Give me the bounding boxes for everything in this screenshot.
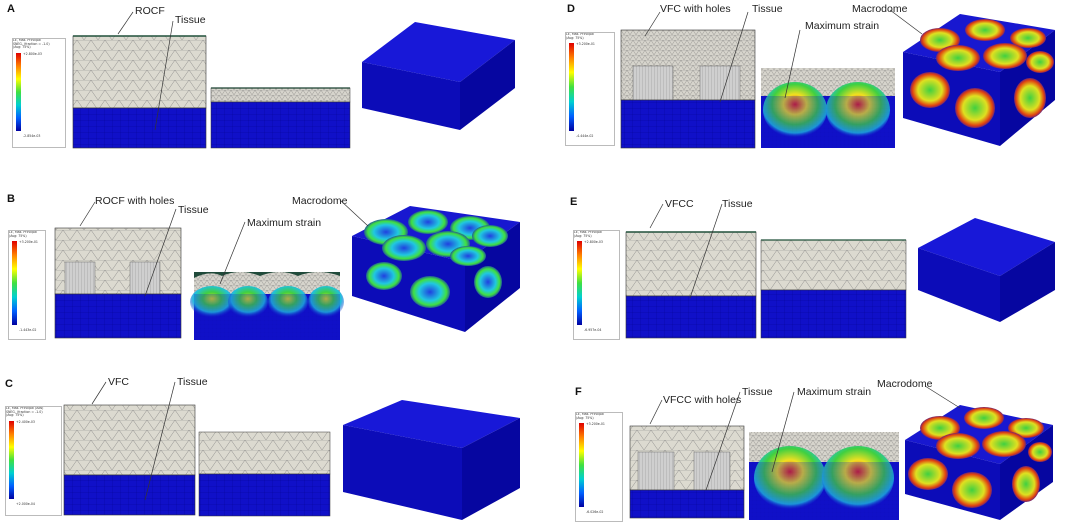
panel-b: B ROCF with holes Tissue Maximum strain … bbox=[0, 190, 530, 350]
panel-label: F bbox=[575, 386, 582, 398]
callout-coating: VFC bbox=[108, 376, 129, 388]
callout-tissue: Tissue bbox=[752, 3, 783, 15]
callout-coating: VFC with holes bbox=[660, 3, 731, 15]
callout-tissue: Tissue bbox=[178, 204, 209, 216]
callout-maximum-strain: Maximum strain bbox=[247, 217, 322, 229]
legend-max: +2.800e-03 bbox=[23, 52, 42, 56]
panel-label: E bbox=[570, 196, 578, 208]
strain-legend: LE, Max. Principal SNEG, (fraction = -1.… bbox=[12, 38, 66, 148]
panel-c: C VFC Tissue LE, Max. Principal (Abs) SN… bbox=[0, 368, 530, 527]
callout-maximum-strain: Maximum strain bbox=[805, 20, 880, 32]
legend-max: +2.800e-03 bbox=[584, 240, 603, 244]
legend-max: +2.400e-03 bbox=[16, 420, 35, 424]
callout-tissue: Tissue bbox=[175, 14, 206, 26]
color-bar bbox=[569, 43, 574, 131]
callout-macrodome: Macrodome bbox=[852, 3, 908, 15]
legend-max: +3.200e-01 bbox=[19, 240, 38, 244]
panel-d: D VFC with holes Tissue Maximum strain M… bbox=[535, 0, 1065, 165]
strain-legend: LE, Max. Principal (Avg: 75%) +3.200e-01… bbox=[575, 412, 623, 522]
panel-label: D bbox=[567, 3, 575, 15]
legend-min: -2.854e-03 bbox=[23, 134, 41, 138]
panel-e: E VFCC Tissue LE, Max. Principal (Avg: 7… bbox=[535, 190, 1065, 350]
color-bar bbox=[9, 421, 14, 499]
color-bar bbox=[577, 241, 582, 325]
color-bar bbox=[16, 53, 21, 131]
callout-coating: VFCC bbox=[665, 198, 694, 210]
legend-min: -6.026e-02 bbox=[586, 510, 604, 514]
legend-max: +3.200e-01 bbox=[586, 422, 605, 426]
strain-legend: LE, Max. Principal (Avg: 75%) +3.200e-01… bbox=[565, 32, 615, 146]
callout-tissue: Tissue bbox=[177, 376, 208, 388]
color-bar bbox=[12, 241, 17, 325]
panel-f: F VFCC with holes Tissue Maximum strain … bbox=[535, 368, 1065, 527]
color-bar bbox=[579, 423, 584, 507]
callout-macrodome: Macrodome bbox=[292, 195, 348, 207]
callout-maximum-strain: Maximum strain bbox=[797, 386, 872, 398]
legend-min: -4.444e-02 bbox=[576, 134, 594, 138]
legend-min: +2.000e-04 bbox=[16, 502, 35, 506]
panel-a: A ROCF Tissue LE, Max. Principal SNEG, (… bbox=[0, 0, 530, 165]
callout-coating: VFCC with holes bbox=[663, 394, 742, 406]
legend-min: -6.957e-04 bbox=[584, 328, 602, 332]
strain-legend: LE, Max. Principal (Avg: 75%) +3.200e-01… bbox=[8, 230, 46, 340]
legend-min: -1.443e-02 bbox=[19, 328, 37, 332]
callout-macrodome: Macrodome bbox=[877, 378, 933, 390]
panel-label: C bbox=[5, 378, 13, 390]
callout-tissue: Tissue bbox=[742, 386, 773, 398]
legend-max: +3.200e-01 bbox=[576, 42, 595, 46]
panel-label: A bbox=[7, 3, 15, 15]
panel-label: B bbox=[7, 193, 15, 205]
strain-legend: LE, Max. Principal (Avg: 75%) +2.800e-03… bbox=[573, 230, 620, 340]
callout-coating: ROCF bbox=[135, 5, 165, 17]
strain-legend: LE, Max. Principal (Abs) SNEG, (fraction… bbox=[5, 406, 62, 516]
callout-tissue: Tissue bbox=[722, 198, 753, 210]
callout-coating: ROCF with holes bbox=[95, 195, 175, 207]
